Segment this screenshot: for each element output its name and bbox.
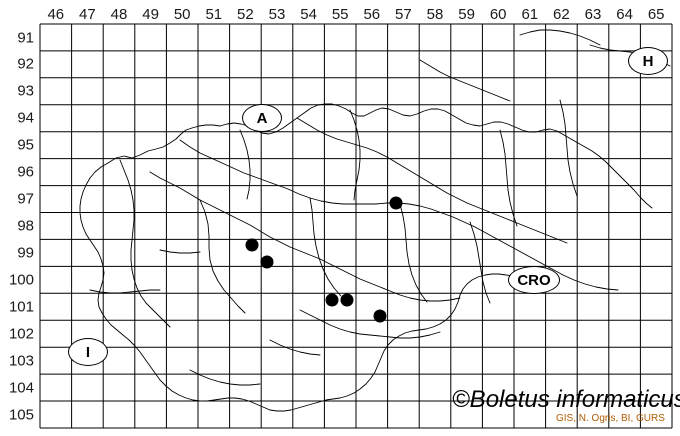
region-line-5: [239, 129, 251, 200]
record-dot: [389, 196, 403, 210]
grid-row-label: 104: [8, 379, 34, 397]
grid-column-label: 60: [489, 6, 507, 23]
region-line-1: [199, 199, 246, 314]
region-line-2: [309, 197, 342, 297]
grid-row-label: 103: [8, 352, 34, 370]
river-sava: [149, 171, 461, 302]
grid-column-label: 56: [363, 6, 381, 23]
grid-column-label: 58: [426, 6, 444, 23]
grid-row-label: 94: [17, 109, 34, 127]
river-drava: [179, 139, 619, 291]
grid-column-label: 52: [237, 6, 254, 23]
grid-row-label: 96: [17, 163, 34, 181]
copyright-label: ©Boletus informaticus: [452, 386, 680, 413]
country-tag-croatia: CRO: [508, 266, 560, 294]
region-line-15: [269, 339, 321, 356]
grid-column-label: 64: [616, 6, 633, 23]
slovenia-border: [107, 103, 653, 209]
country-tag-italy: I: [68, 338, 108, 366]
grid-column-label: 54: [300, 6, 317, 23]
grid-column-label: 47: [79, 6, 96, 23]
grid-column-label: 62: [553, 6, 570, 23]
border-west: [79, 162, 271, 411]
grid-row-label: 101: [8, 298, 34, 316]
region-line-11: [419, 59, 511, 102]
grid-layer: [39, 23, 673, 429]
region-line-9: [89, 289, 161, 294]
grid-column-label: 53: [268, 6, 286, 23]
grid-column-label: 49: [142, 6, 159, 23]
country-tag-hungary: H: [628, 47, 668, 75]
grid-column-label: 57: [395, 6, 412, 23]
record-dot: [260, 255, 274, 269]
grid-row-label: 93: [17, 82, 34, 100]
grid-column-label: 51: [205, 6, 223, 23]
grid-column-label: 48: [110, 6, 128, 23]
record-dot: [340, 293, 354, 307]
grid-row-label: 105: [8, 406, 34, 423]
grid-row-label: 98: [17, 217, 34, 235]
region-line-8: [559, 99, 578, 197]
region-line-6: [349, 109, 361, 201]
grid-row-label: 97: [17, 190, 34, 208]
grid-column-label: 61: [521, 6, 539, 23]
record-dot: [373, 309, 387, 323]
grid-column-label: 46: [47, 6, 65, 23]
grid-column-label: 50: [173, 6, 191, 23]
record-dots-layer: [245, 196, 403, 323]
country-tag-austria: A: [242, 104, 282, 132]
coastline-layer: [79, 29, 671, 412]
grid-row-label: 91: [17, 29, 34, 46]
grid-row-label: 92: [17, 55, 34, 73]
river-kolpa: [299, 309, 441, 339]
credit-label: GIS, N. Ogris, BI, GURS: [556, 413, 665, 424]
region-line-13: [519, 29, 601, 46]
record-dot: [245, 238, 259, 252]
grid-row-label: 100: [8, 271, 34, 289]
grid-row-label: 95: [17, 136, 34, 154]
record-dot: [325, 293, 339, 307]
region-line-4: [469, 221, 491, 304]
grid-column-label: 63: [584, 6, 602, 23]
grid-row-label: 102: [8, 325, 34, 343]
region-line-7: [499, 129, 518, 227]
grid-column-label: 59: [458, 6, 475, 23]
region-line-3: [399, 203, 428, 303]
river-mura: [296, 117, 568, 244]
river-soca: [119, 159, 171, 328]
region-line-14: [189, 369, 261, 386]
grid-column-label: 55: [331, 6, 349, 23]
grid-row-label: 99: [17, 244, 34, 262]
grid-column-label: 65: [647, 6, 665, 23]
